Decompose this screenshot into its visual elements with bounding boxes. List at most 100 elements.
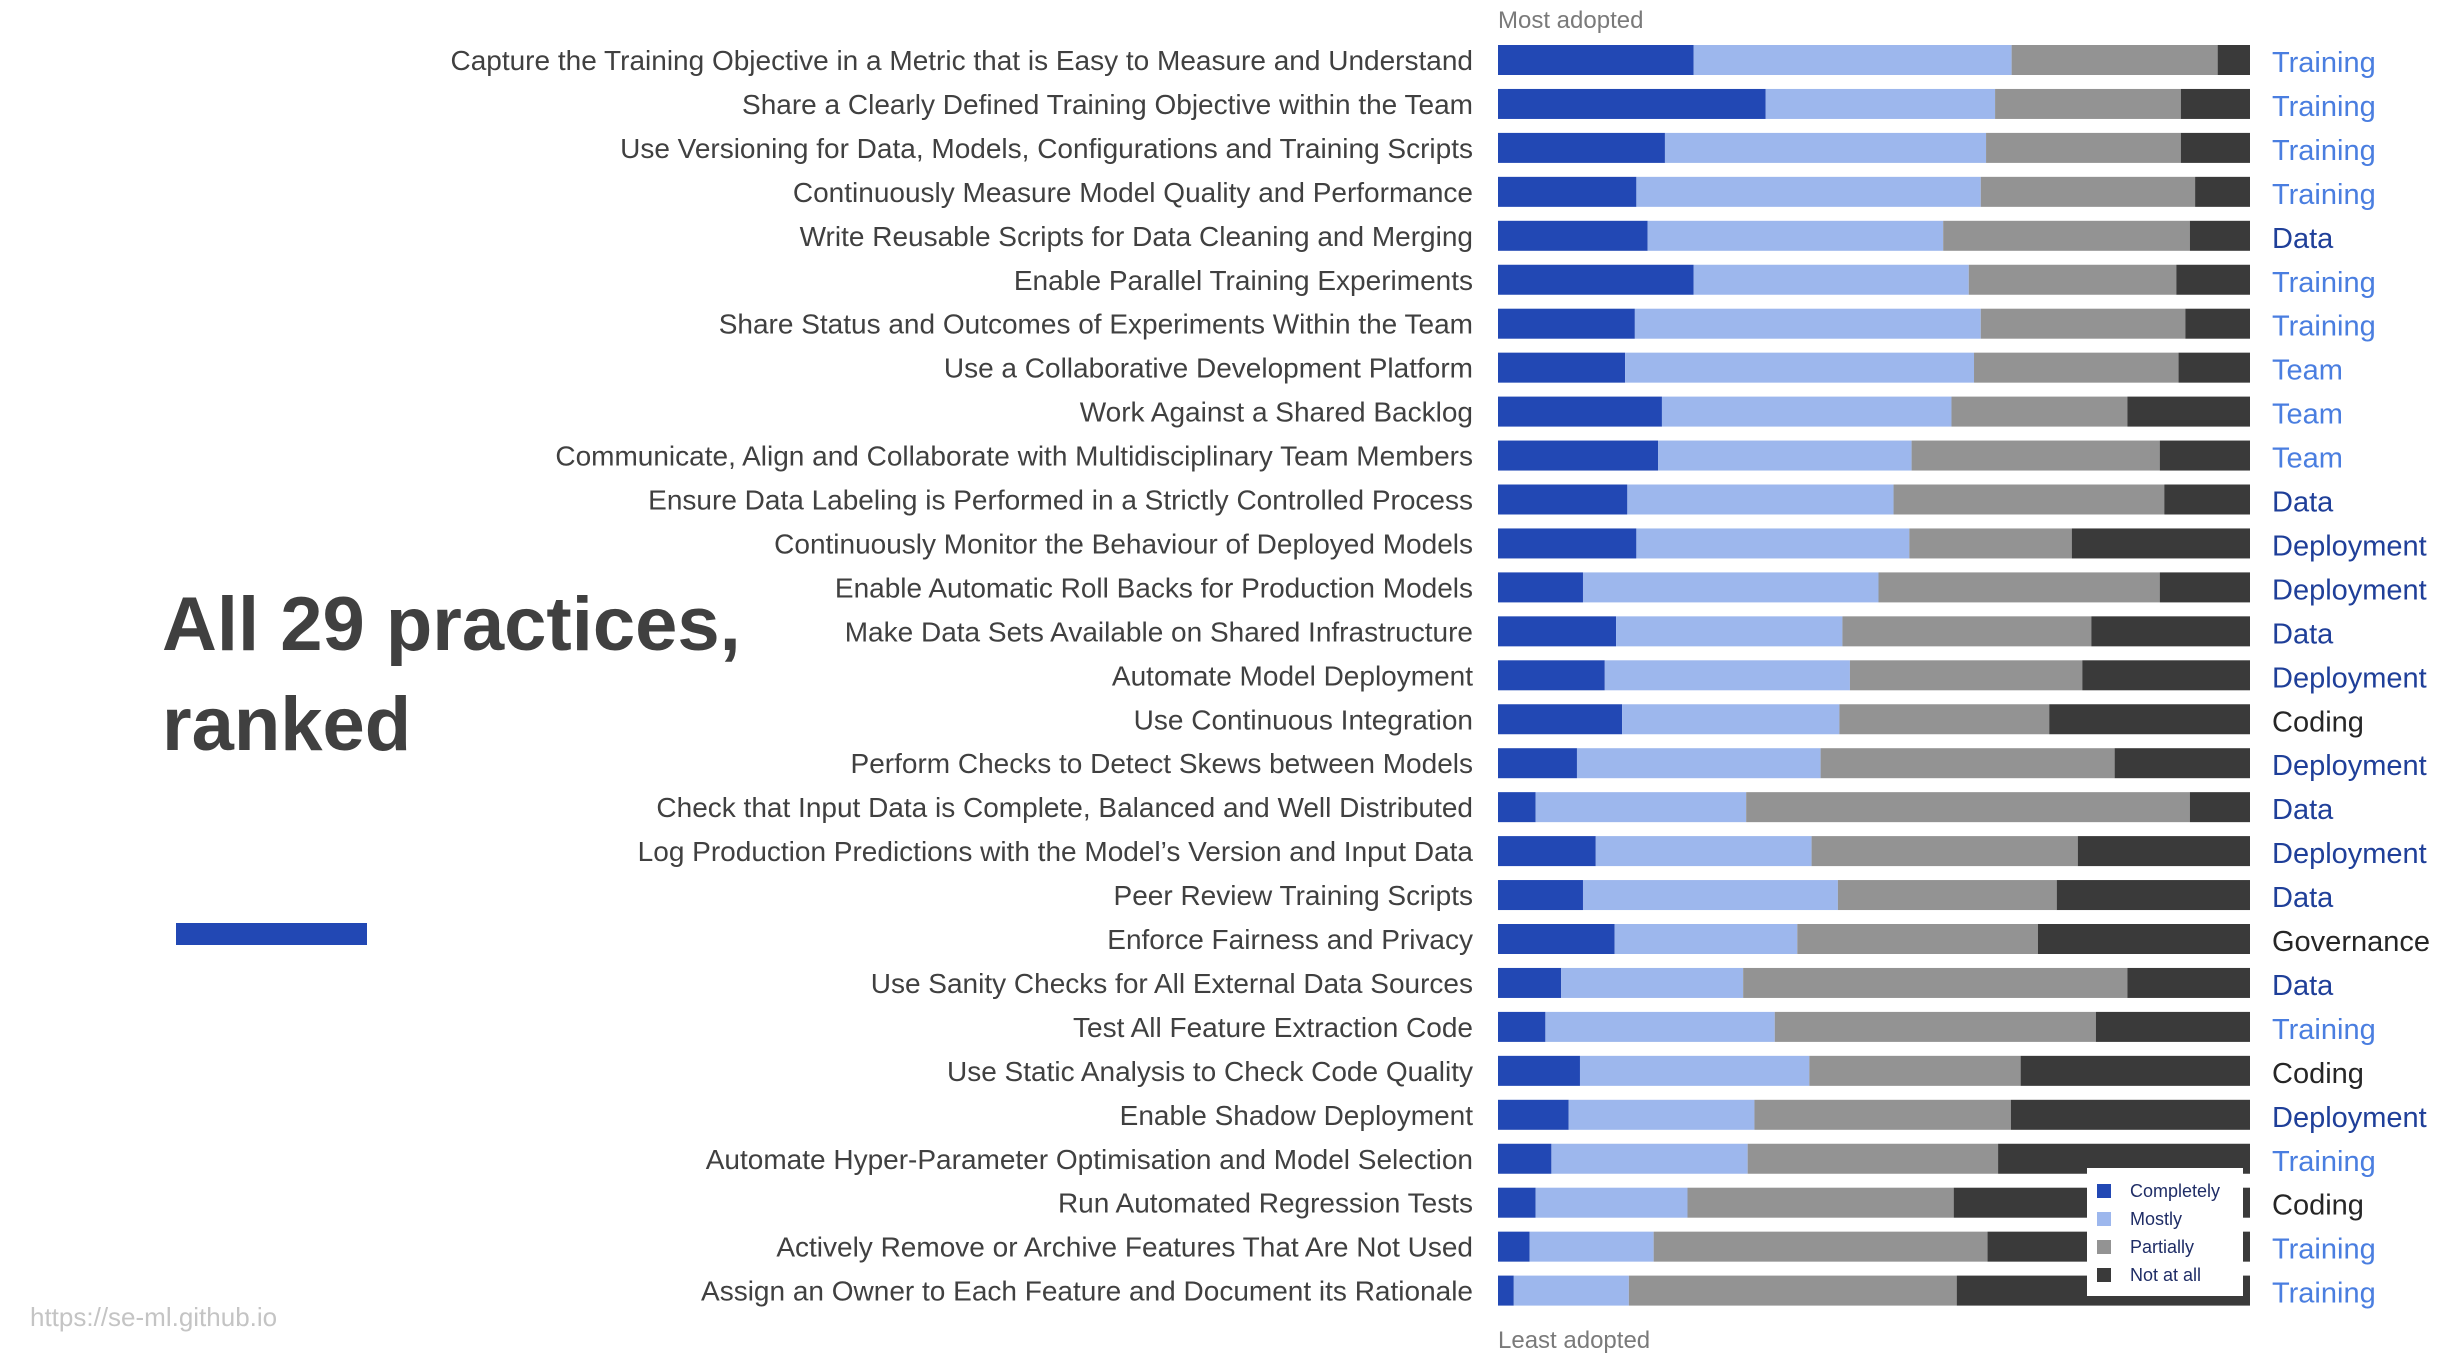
practice-label: Enable Shadow Deployment [1120,1100,1474,1131]
bar-segment-completely [1498,572,1583,603]
practice-label: Make Data Sets Available on Shared Infra… [845,616,1473,647]
category-label: Data [2272,618,2334,650]
bar-segment-completely [1498,792,1536,823]
category-label: Training [2272,179,2376,211]
practice-label: Automate Model Deployment [1112,660,1473,691]
practice-label: Capture the Training Objective in a Metr… [450,45,1473,76]
bar-segment-partially [1743,967,2128,998]
practice-label: Assign an Owner to Each Feature and Docu… [701,1276,1473,1307]
bar-segment-not-at-all [2217,45,2250,75]
category-label: Training [2272,1014,2376,1046]
bar-segment-partially [1980,176,2196,207]
bar-segment-not-at-all [2082,660,2250,691]
bar-segment-completely [1498,484,1628,515]
practice-label: Enable Parallel Training Experiments [1014,265,1473,296]
bar-segment-completely [1498,1055,1580,1086]
category-label: Deployment [2272,662,2427,694]
bar-segment-partially [1893,484,2165,515]
category-label: Coding [2272,1190,2364,1222]
legend-swatch-completely [2097,1184,2111,1198]
bar-segment-mostly [1582,880,1838,911]
category-label: Training [2272,91,2376,123]
top-annotation: Most adopted [1498,7,1643,34]
chart-row: Check that Input Data is Complete, Balan… [656,792,2334,826]
bar-segment-completely [1498,528,1637,559]
bar-segment-completely [1498,308,1635,339]
chart-row: Use Sanity Checks for All External Data … [871,967,2334,1002]
category-label: Team [2272,443,2343,475]
bar-segment-partially [1980,308,2186,339]
bar-segment-not-at-all [2180,88,2250,119]
bar-segment-not-at-all [2178,352,2250,383]
legend-swatch-partially [2097,1240,2111,1254]
bar-segment-mostly [1622,704,1840,735]
chart-row: Continuously Measure Model Quality and P… [793,176,2376,211]
bar-segment-mostly [1582,572,1879,603]
bar-segment-completely [1498,880,1583,911]
category-label: Deployment [2272,530,2427,562]
bar-segment-mostly [1693,45,2012,75]
bar-segment-not-at-all [2049,704,2250,735]
practice-label: Communicate, Align and Collaborate with … [555,441,1473,472]
practice-label: Enforce Fairness and Privacy [1107,924,1473,955]
bar-segment-partially [1809,1055,2021,1086]
bar-segment-mostly [1529,1231,1654,1262]
legend-box [2087,1168,2243,1296]
bar-segment-partially [1911,440,2160,471]
practice-label: Automate Hyper-Parameter Optimisation an… [706,1144,1473,1175]
bar-segment-mostly [1545,1011,1775,1042]
bar-segment-mostly [1636,528,1910,559]
bar-segment-partially [1943,220,2190,251]
bar-segment-not-at-all [2020,1055,2250,1086]
bar-segment-partially [1653,1231,1988,1262]
bar-segment-partially [2011,45,2218,75]
practice-label: Write Reusable Scripts for Data Cleaning… [800,221,1473,252]
category-label: Training [2272,47,2376,79]
bar-segment-not-at-all [2195,176,2250,207]
practice-label: Work Against a Shared Backlog [1080,397,1473,428]
bar-segment-mostly [1604,660,1850,691]
category-label: Governance [2272,926,2430,958]
category-label: Coding [2272,1058,2364,1090]
practice-label: Use Versioning for Data, Models, Configu… [620,133,1473,164]
practice-label: Perform Checks to Detect Skews between M… [851,748,1473,779]
category-label: Team [2272,355,2343,387]
bar-segment-mostly [1576,748,1821,779]
bar-segment-completely [1498,616,1617,647]
bar-segment-mostly [1614,924,1798,954]
category-label: Training [2272,267,2376,299]
chart-row: Write Reusable Scripts for Data Cleaning… [800,220,2334,255]
category-label: Deployment [2272,750,2427,782]
chart-row: Communicate, Align and Collaborate with … [555,440,2343,475]
category-label: Training [2272,135,2376,167]
bar-segment-completely [1498,396,1662,427]
category-label: Coding [2272,706,2364,738]
practice-label: Share Status and Outcomes of Experiments… [719,309,1473,340]
bar-segment-completely [1498,264,1694,295]
chart-row: Capture the Training Objective in a Metr… [450,45,2376,79]
chart-rows: Capture the Training Objective in a Metr… [450,45,2430,1310]
chart-row: Log Production Predictions with the Mode… [638,836,2427,870]
bar-segment-not-at-all [2091,616,2250,647]
legend-swatch-mostly [2097,1212,2111,1226]
chart-row: Peer Review Training Scripts Data [1114,880,2334,914]
bar-segment-not-at-all [2127,967,2250,998]
practice-label: Use a Collaborative Development Platform [944,353,1473,384]
chart-row: Share a Clearly Defined Training Objecti… [742,88,2376,123]
bar-segment-mostly [1658,440,1912,471]
bar-segment-completely [1498,836,1596,867]
bar-segment-partially [1628,1275,1957,1306]
bar-segment-not-at-all [2095,1011,2250,1042]
category-label: Deployment [2272,838,2427,870]
bar-segment-partially [1687,1187,1954,1218]
bar-segment-completely [1498,924,1615,954]
bar-segment-not-at-all [2189,792,2250,823]
bar-segment-mostly [1513,1275,1629,1306]
bar-segment-mostly [1636,176,1981,207]
practice-label: Continuously Monitor the Behaviour of De… [774,528,1473,559]
practice-label: Ensure Data Labeling is Performed in a S… [648,485,1473,516]
url-text[interactable]: https://se-ml.github.io [30,1302,278,1332]
bar-segment-partially [1909,528,2072,559]
bottom-annotation: Least adopted [1498,1327,1650,1354]
